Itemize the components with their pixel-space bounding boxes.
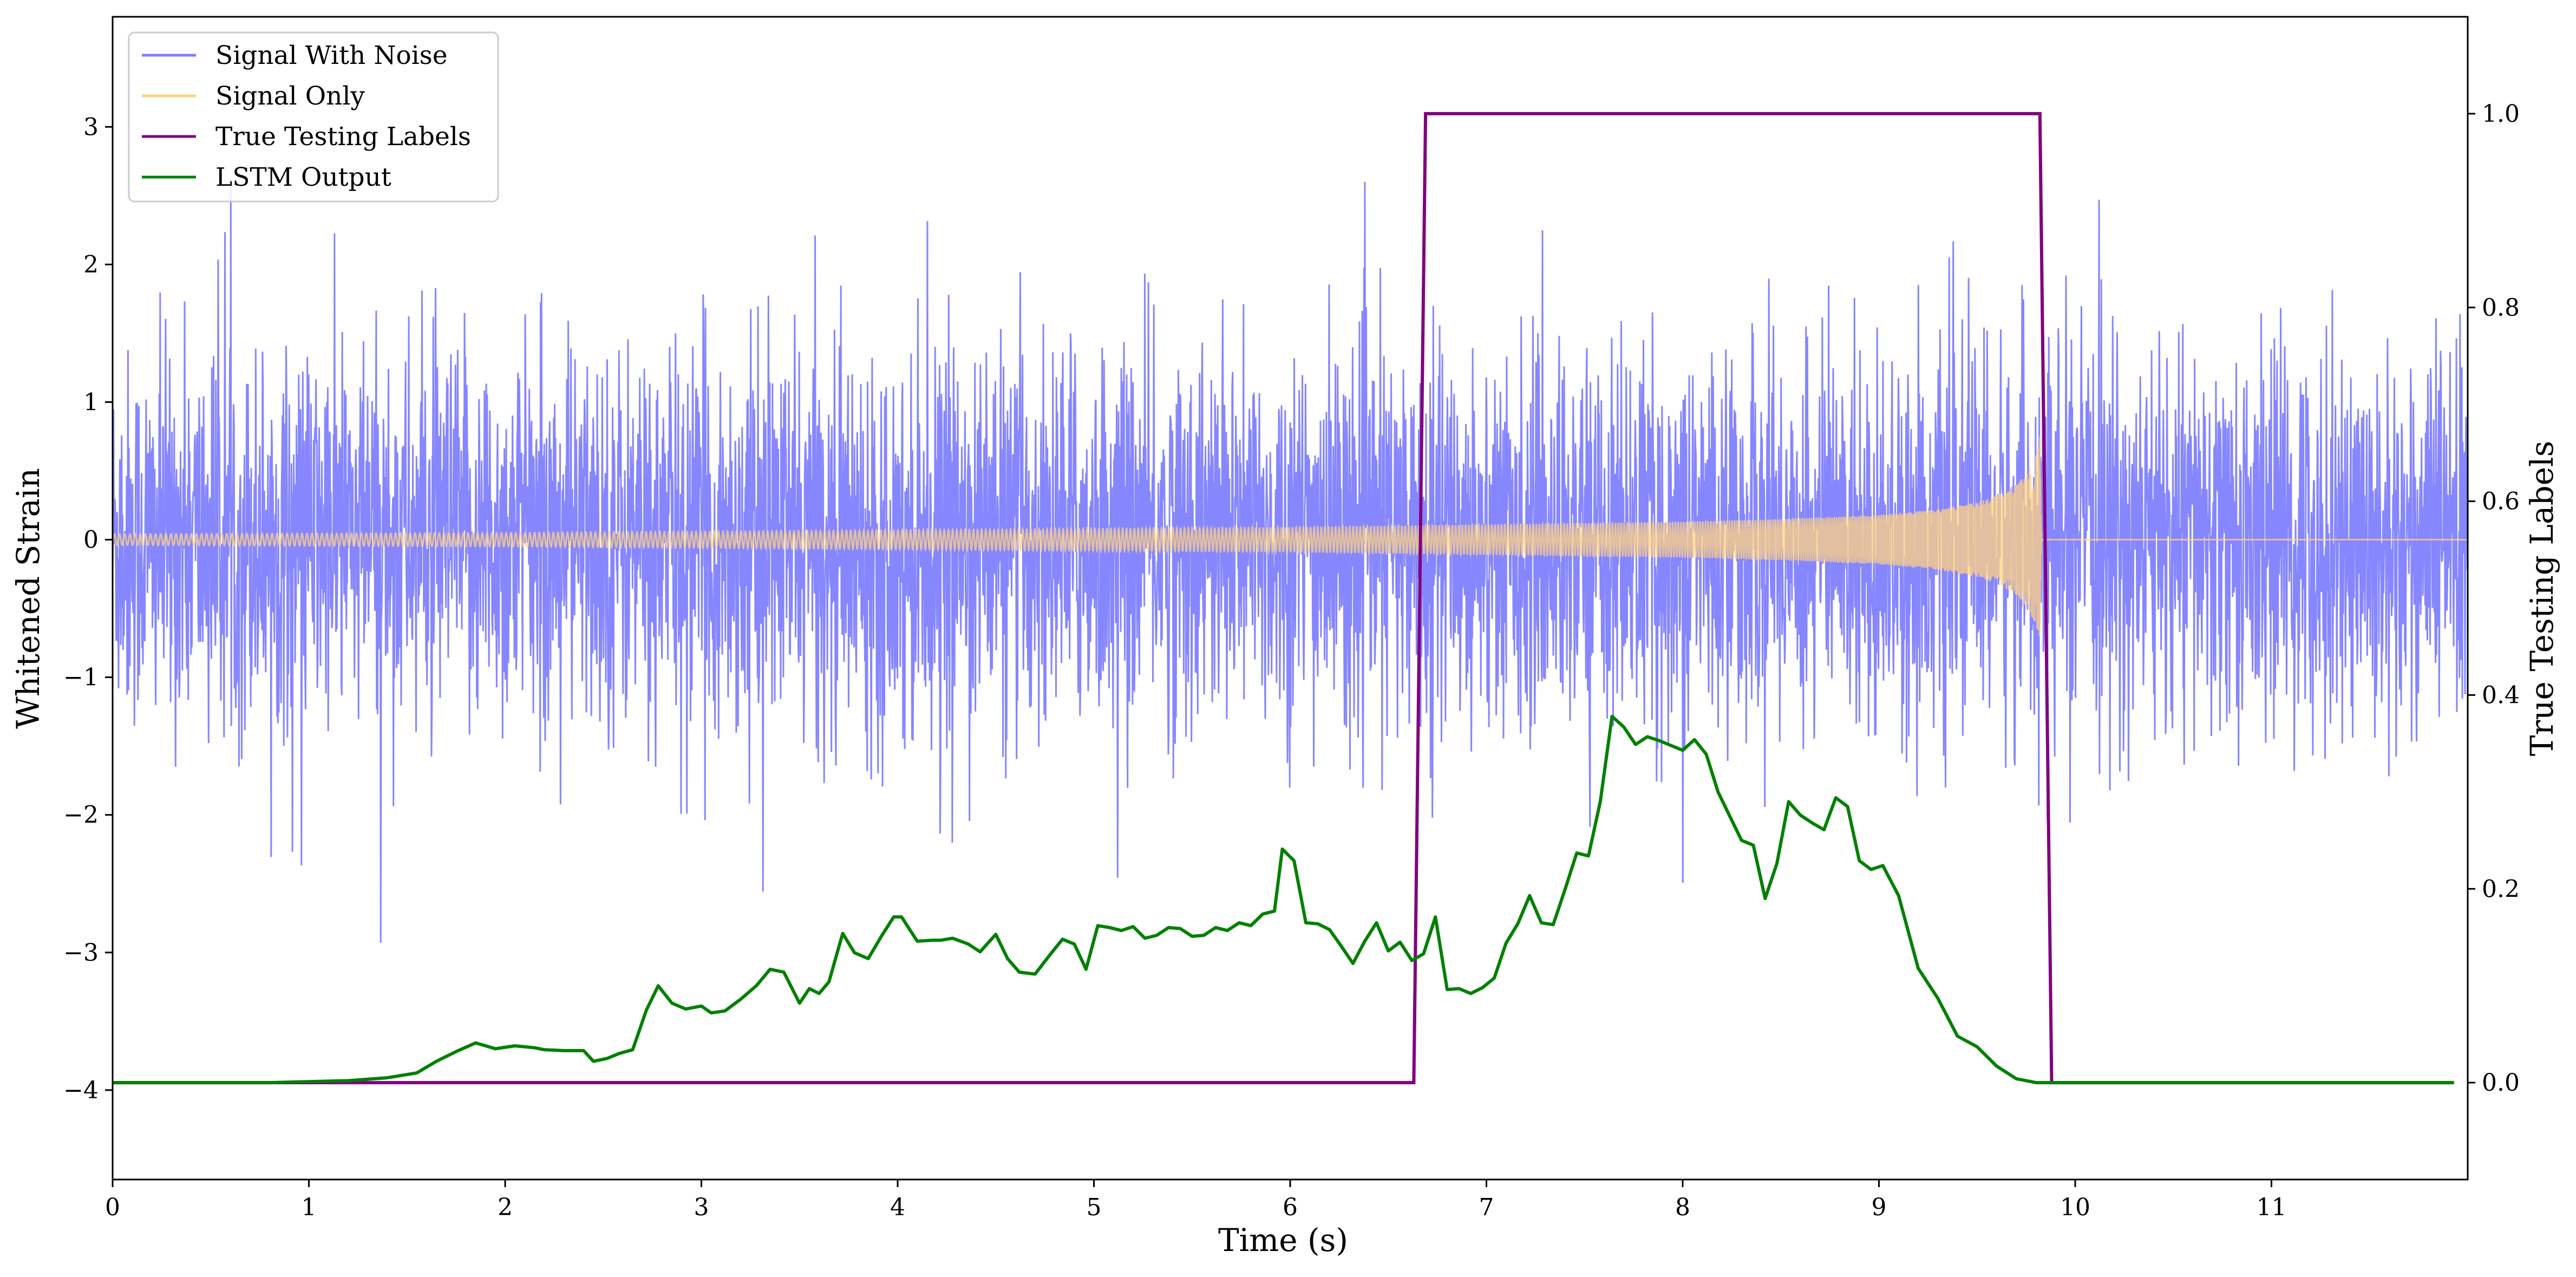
y-right-tick-label: 0.2 xyxy=(2482,875,2520,903)
y-axis-left-label: Whitened Strain xyxy=(10,468,47,729)
series-lstm-output xyxy=(113,714,2454,1085)
legend: Signal With Noise Signal Only True Testi… xyxy=(128,31,499,203)
y-right-tick-label: 0.4 xyxy=(2482,681,2520,709)
y-axis-left: −4 −3 −2 −1 0 1 2 3 xyxy=(63,113,113,1104)
y-left-tick-label: −1 xyxy=(63,664,99,692)
y-left-tick-label: 1 xyxy=(83,388,99,416)
y-axis-right: 0.0 0.2 0.4 0.6 0.8 1.0 xyxy=(2468,100,2520,1097)
x-tick-label: 8 xyxy=(1675,1194,1690,1221)
legend-item-signal-with-noise: Signal With Noise xyxy=(142,41,448,70)
y-left-tick-label: 2 xyxy=(83,251,99,278)
legend-item-true-testing-labels: True Testing Labels xyxy=(142,122,471,152)
x-tick-label: 1 xyxy=(302,1194,317,1221)
x-tick-label: 5 xyxy=(1087,1194,1102,1221)
x-axis-label: Time (s) xyxy=(1218,1222,1348,1259)
plot-area xyxy=(113,112,2468,1085)
x-tick-label: 10 xyxy=(2060,1194,2090,1221)
y-axis-right-label: True Testing Labels xyxy=(2523,441,2560,756)
y-right-tick-label: 0.0 xyxy=(2482,1069,2520,1097)
y-left-tick-label: −2 xyxy=(63,802,99,829)
x-tick-label: 6 xyxy=(1283,1194,1298,1221)
legend-label-signal-with-noise: Signal With Noise xyxy=(215,41,448,70)
legend-label-true-testing-labels: True Testing Labels xyxy=(215,122,471,152)
x-tick-label: 0 xyxy=(105,1194,120,1221)
y-left-tick-label: 3 xyxy=(83,113,99,141)
legend-label-lstm-output: LSTM Output xyxy=(215,162,391,192)
x-axis: 0 1 2 3 4 5 6 7 8 9 10 11 xyxy=(105,1180,2287,1221)
legend-label-signal-only: Signal Only xyxy=(215,81,365,111)
y-left-tick-label: 0 xyxy=(83,526,99,554)
y-left-tick-label: −3 xyxy=(63,939,99,967)
series-signal-with-noise xyxy=(113,181,2468,943)
legend-item-lstm-output: LSTM Output xyxy=(142,162,391,192)
x-tick-label: 2 xyxy=(498,1194,513,1221)
x-tick-label: 3 xyxy=(694,1194,709,1221)
series-signal-only xyxy=(113,436,2468,636)
x-tick-label: 11 xyxy=(2257,1194,2287,1221)
legend-box xyxy=(128,31,499,203)
y-right-tick-label: 0.6 xyxy=(2482,488,2520,516)
x-tick-label: 9 xyxy=(1872,1194,1887,1221)
x-tick-label: 7 xyxy=(1479,1194,1494,1221)
y-right-tick-label: 1.0 xyxy=(2482,100,2520,128)
y-left-tick-label: −4 xyxy=(63,1077,99,1104)
legend-item-signal-only: Signal Only xyxy=(142,81,365,111)
x-tick-label: 4 xyxy=(890,1194,905,1221)
y-right-tick-label: 0.8 xyxy=(2482,294,2520,322)
